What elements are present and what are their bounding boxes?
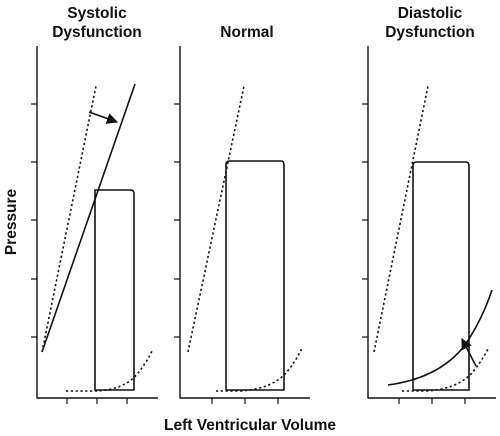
panel-systolic-espvr-line xyxy=(41,83,136,353)
panel-systolic-normal-espvr-dotted xyxy=(41,85,97,353)
panel-diastolic-title-line1: Diastolic xyxy=(398,5,463,22)
panel-systolic-x-ticks xyxy=(66,398,128,404)
panel-diastolic-shift-arrow xyxy=(461,338,477,367)
panel-normal-y-ticks xyxy=(174,103,180,338)
panel-systolic-pv-loop xyxy=(94,189,135,391)
panel-systolic-title-line2: Dysfunction xyxy=(52,24,142,41)
panel-diastolic-normal-edpvr-dotted xyxy=(402,346,490,392)
panel-diastolic-x-ticks xyxy=(398,398,466,404)
panel-diastolic: Diastolic Dysfunction xyxy=(362,5,496,404)
x-axis-label: Left Ventricular Volume xyxy=(164,417,336,434)
panel-systolic-y-ticks xyxy=(31,103,37,338)
panel-systolic-title-line1: Systolic xyxy=(67,5,127,22)
y-axis-label: Pressure xyxy=(3,188,20,255)
panel-systolic: Systolic Dysfunction xyxy=(31,5,158,404)
panel-normal-title: Normal xyxy=(220,24,273,41)
panel-diastolic-y-ticks xyxy=(362,103,368,338)
panel-normal-axes xyxy=(179,46,310,399)
panel-systolic-axes xyxy=(36,46,158,399)
panel-diastolic-espvr-dotted xyxy=(373,85,429,353)
panel-normal: Normal xyxy=(174,24,310,404)
panel-diastolic-title-line2: Dysfunction xyxy=(385,24,475,41)
panel-systolic-edpvr-dotted xyxy=(66,348,154,392)
panel-systolic-shift-arrow xyxy=(88,111,119,124)
panel-normal-espvr-dotted xyxy=(187,85,245,353)
panel-diastolic-axes xyxy=(367,46,496,399)
panel-diastolic-pv-loop xyxy=(412,161,470,391)
panel-normal-edpvr-dotted xyxy=(216,347,303,392)
panel-diastolic-edpvr-curve xyxy=(387,289,493,386)
panel-normal-pv-loop xyxy=(225,160,285,391)
panel-normal-x-ticks xyxy=(211,398,279,404)
